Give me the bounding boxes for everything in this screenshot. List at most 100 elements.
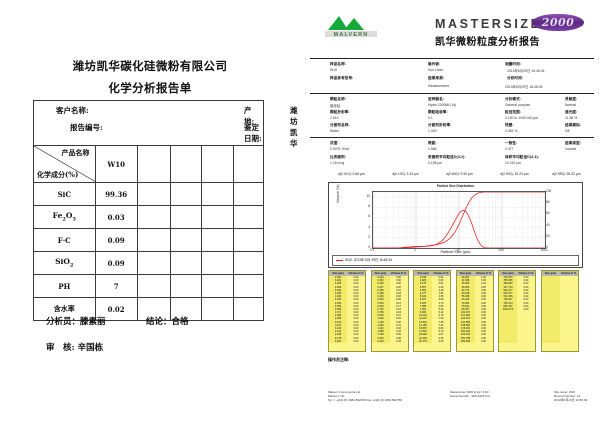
chart-y2-tick: 60: [546, 211, 550, 216]
data-row: 0.632 0.17: [371, 304, 408, 308]
percentile-d990: d(0.990): 28.32 µm: [552, 172, 581, 176]
data-row: 70.963 0.00: [456, 301, 493, 305]
data-cell: [541, 276, 560, 280]
chart-x-axis-label: Particle Size (µm): [440, 250, 471, 254]
data-row: 502.377 0.00: [499, 288, 535, 292]
data-row: 0.045 0.00: [329, 298, 365, 302]
data-column: Size (µm) Volume In % 0.224 0.00 0.252 0.00 0.…: [370, 270, 409, 352]
product-col-3: [201, 145, 235, 183]
reviewer-signature: 审 核: 辛国栋: [46, 343, 104, 353]
data-row: 178.250 0.00: [456, 327, 493, 331]
data-cell: 0.448: [371, 295, 390, 299]
data-cell: 0.100: [329, 320, 347, 324]
footer-left: Malvern Instruments Ltd Malvern, UK Tel …: [328, 390, 402, 403]
result-emulation-value: Off: [565, 129, 570, 133]
data-cell: [541, 327, 560, 331]
data-cell: 0.43: [396, 339, 401, 343]
row-5-val-3: [201, 297, 235, 321]
particle-ri-label: 颗粒折射率:: [330, 110, 350, 114]
data-row: 3.991 1.39: [414, 288, 450, 292]
data-row: [499, 336, 535, 340]
data-cell: 178.250: [456, 327, 475, 331]
data-cell: 0.032: [329, 288, 347, 292]
data-row: 1.783 0.35: [371, 333, 408, 337]
data-cell: 25.179: [414, 339, 432, 343]
data-column-header: Size (µm) Volume In %: [456, 271, 493, 276]
data-cell: 0.00: [523, 282, 529, 286]
data-row: 632.456 0.00: [499, 295, 535, 299]
data-row: 3.170 0.81: [414, 282, 450, 286]
data-cell: [517, 340, 535, 343]
data-cell: 0.071: [329, 311, 347, 315]
chart-y2-tick: 20: [546, 233, 550, 238]
row-0-val-0: 99.36: [94, 182, 138, 206]
data-cell: [560, 340, 578, 343]
data-cell: 0.00: [481, 301, 486, 305]
data-cell: [541, 304, 560, 308]
row-3-val-4: [233, 251, 264, 275]
analysis-mode-label: 分析模式:: [505, 97, 522, 101]
data-cell: [499, 323, 517, 327]
data-row: 355.656 0.00: [499, 279, 535, 283]
data-cell: 0.13: [396, 301, 401, 305]
data-column: Size (µm) Volume In % 28.251 1.32 31.698 0.63…: [455, 270, 494, 352]
data-cell: 12.619: [414, 320, 432, 324]
data-cell: 0.00: [353, 276, 359, 279]
measure-time-value: 2013年6月29日 16:48:34: [507, 69, 545, 73]
footer-center: Mastersizer 2000 E Ver. 5.60 Serial Numb…: [450, 390, 490, 399]
row-2-val-2: [169, 228, 203, 252]
data-cell: 0.00: [353, 285, 359, 289]
data-cell: 0.00: [481, 317, 486, 321]
data-cell: 1.82: [438, 291, 444, 295]
result-type-value: Volume: [565, 147, 577, 151]
data-cell: [541, 311, 560, 315]
obscuration-label: 遮光度:: [565, 110, 578, 114]
percentile-d900: d(0.900): 19.23 µm: [500, 172, 529, 176]
row-4-val-1: [136, 274, 171, 298]
data-row: 1.589 0.33: [371, 330, 408, 334]
data-column-header-cell: Size (µm): [502, 272, 514, 275]
data-cell: 22.440: [414, 336, 432, 340]
chart-y-tick: 0: [368, 245, 370, 249]
data-column-header-cell: Volume In %: [475, 272, 492, 275]
size-range-value: 0.100 to 1000.000 µm: [505, 116, 539, 120]
data-cell: 0.00: [353, 336, 359, 340]
table-row: PH 7: [33, 274, 264, 298]
data-cell: 31.698: [456, 279, 475, 283]
row-5-val-0: 0.02: [94, 297, 138, 321]
chart-x-tick: 100: [498, 248, 504, 252]
data-row: 8.934 6.12: [414, 311, 450, 315]
chart-legend: W10, 2013年 6月 29日 16:48:34: [332, 255, 579, 266]
sampler-name-label: 进样器名:: [428, 97, 445, 101]
data-row: 796.214 0.00: [499, 301, 535, 305]
data-cell: 1.416: [371, 327, 390, 331]
data-cell: 3.991: [414, 288, 432, 292]
data-cell: 0.00: [396, 279, 401, 283]
data-cell: 1.06: [438, 285, 444, 289]
data-cell: 0.00: [523, 279, 529, 283]
data-cell: 0.00: [353, 282, 359, 286]
row-0-val-1: [136, 182, 171, 206]
data-row: 17.825 5.79: [414, 330, 450, 334]
data-row: 709.627 0.00: [499, 298, 535, 302]
data-row: 0.063 0.00: [329, 307, 365, 312]
data-column-header-cell: Size (µm): [544, 272, 557, 275]
data-cell: 2.518: [414, 276, 432, 280]
data-row: 20.000 4.67: [414, 333, 450, 337]
row-2-val-0: 0.09: [94, 228, 138, 252]
analysis-time-value: 2013年6月29日 16:48:35: [505, 85, 543, 89]
product-col-2: [169, 145, 203, 183]
data-row: 141.589 0.00: [456, 320, 493, 324]
data-row: 31.698 0.63: [456, 279, 493, 283]
data-row: [541, 317, 578, 321]
row-label-5: 含水率: [33, 297, 96, 321]
analysis-mode-value: General purpose: [505, 103, 531, 107]
percentile-d010: d(0.010): 0.66 µm: [338, 172, 365, 176]
data-row: 79.621 0.00: [456, 304, 493, 308]
data-cell: 6.66: [438, 327, 444, 330]
data-cell: 1.002: [371, 317, 390, 321]
data-row: 0.710 0.21: [371, 307, 408, 312]
data-column-header: Size (µm) Volume In %: [499, 271, 535, 276]
data-cell: 0.63: [481, 279, 486, 283]
data-cell: 3.170: [414, 282, 432, 286]
